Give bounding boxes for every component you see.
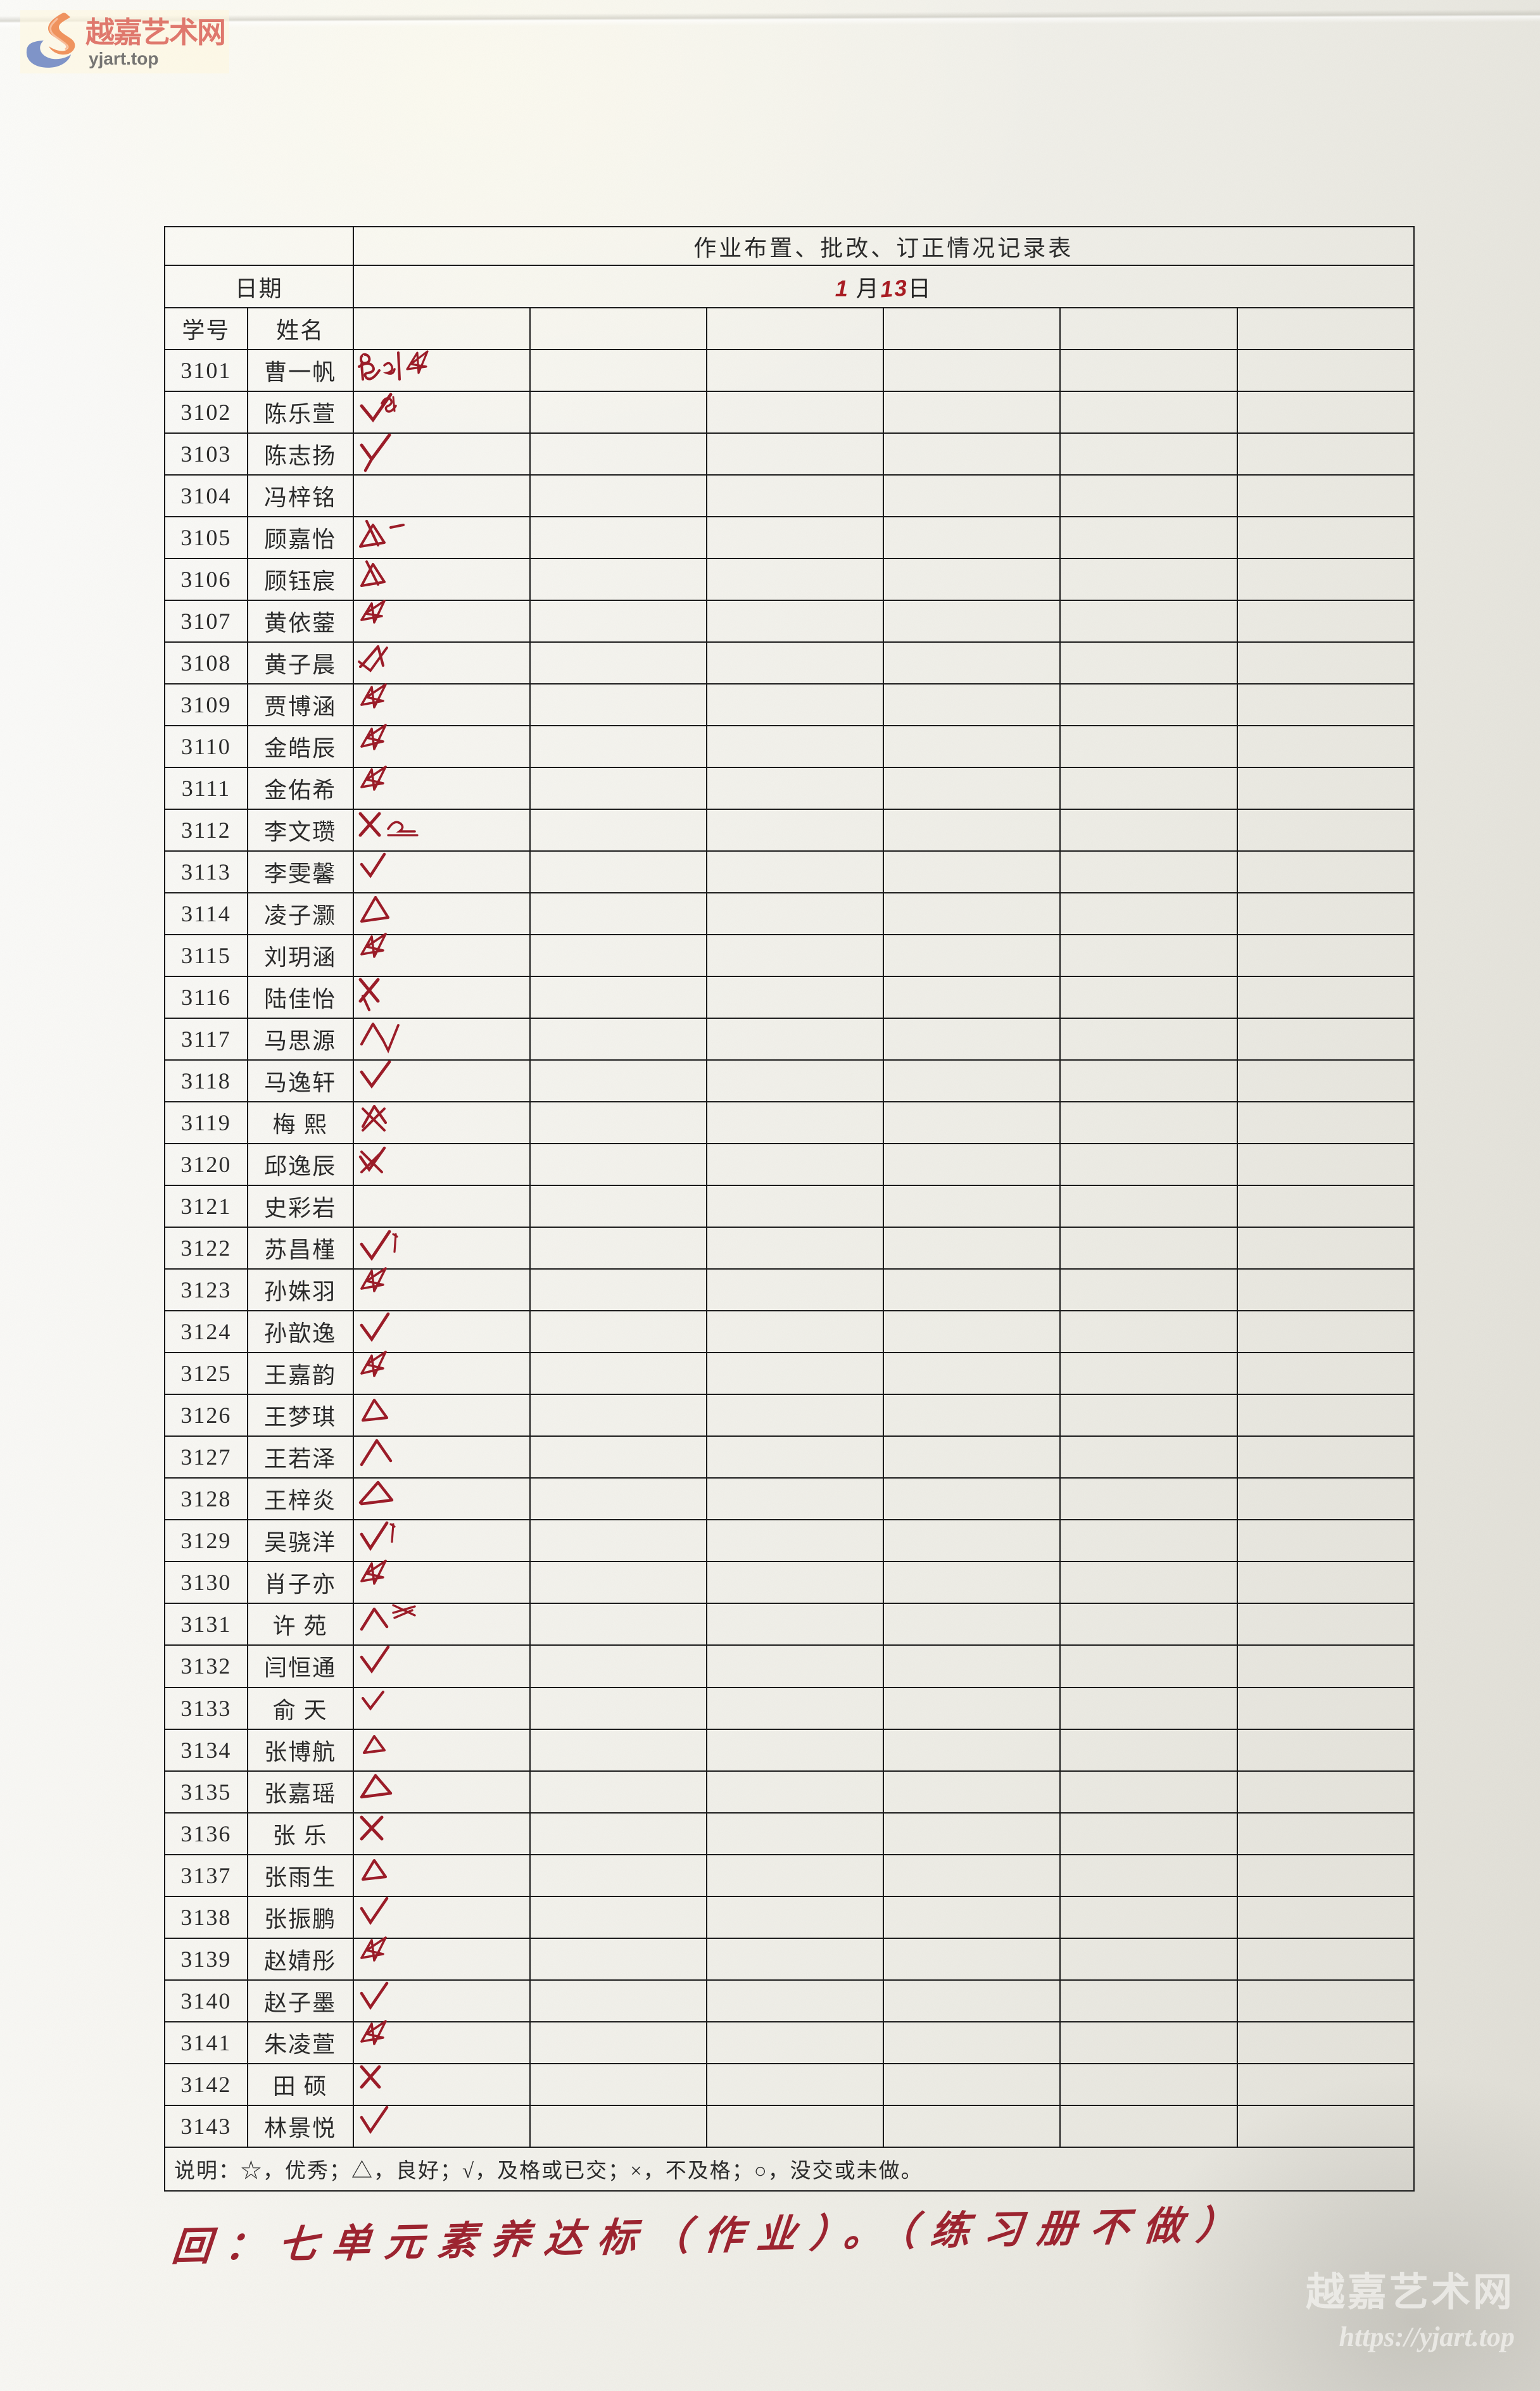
svg-text:yjart.top: yjart.top bbox=[89, 49, 158, 68]
svg-text:越嘉艺术网: 越嘉艺术网 bbox=[85, 16, 225, 49]
